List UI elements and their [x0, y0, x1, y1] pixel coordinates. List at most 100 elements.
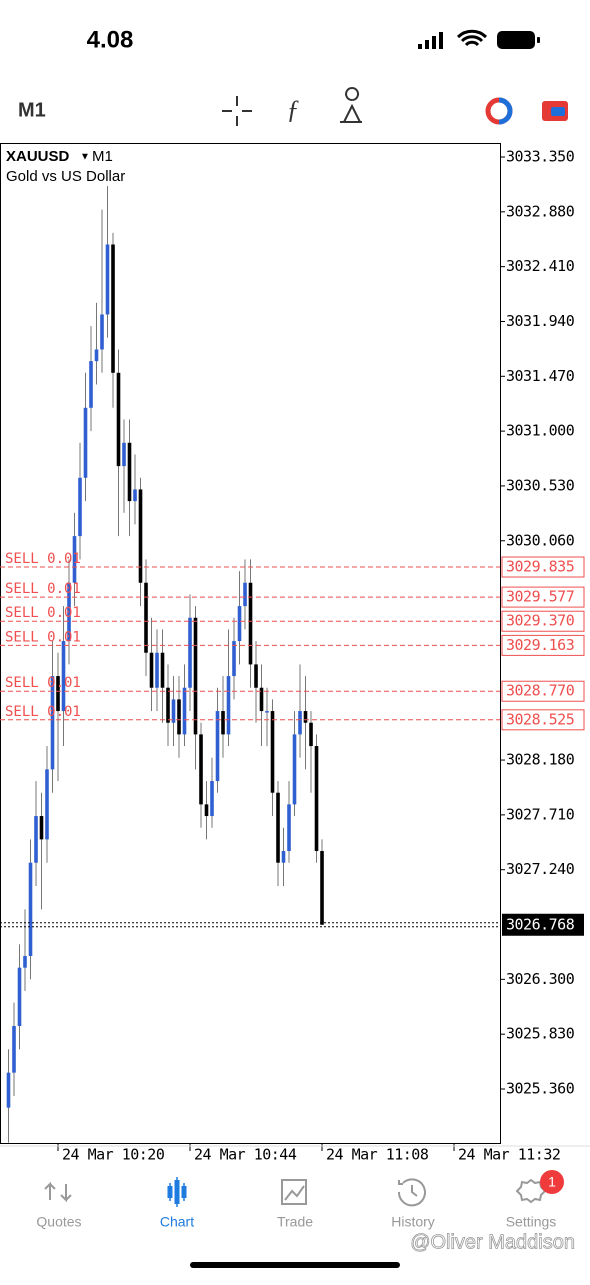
y-tick-label: 3026.300 — [506, 970, 575, 988]
order-label: SELL 0.01 — [5, 704, 81, 720]
symbol[interactable]: XAUUSD — [6, 148, 70, 165]
order-price-box — [501, 680, 585, 702]
candle-body — [111, 244, 115, 373]
candle-body — [199, 734, 203, 805]
timeframe[interactable]: M1 — [18, 99, 46, 121]
y-tick-label: 3027.240 — [506, 860, 575, 878]
candle-body — [116, 372, 121, 467]
toolbar-icons[interactable]: ƒ — [222, 87, 568, 126]
y-tick-label: 3027.710 — [506, 805, 575, 823]
candle-body — [72, 536, 77, 583]
candle-body — [248, 582, 253, 665]
candle-body — [23, 956, 27, 968]
candle-body — [243, 582, 247, 607]
current-price-box — [502, 913, 584, 936]
candle-body — [122, 442, 126, 467]
candle-body — [204, 804, 209, 817]
plot — [0, 156, 505, 1151]
candle-body — [221, 711, 225, 735]
candle-body — [105, 244, 110, 315]
candle-body — [265, 711, 269, 713]
x-tick-label: 24 Mar 10:44 — [194, 1146, 297, 1164]
candle-body — [149, 652, 154, 688]
candle-body — [259, 687, 264, 712]
chart-frame — [0, 143, 501, 1144]
candle-body — [287, 804, 291, 852]
nav-badge-count: 1 — [548, 1174, 556, 1190]
candle-body — [34, 816, 38, 863]
nav-badge — [540, 1170, 564, 1194]
candle-body — [144, 582, 148, 653]
order-label: SELL 0.01 — [5, 551, 81, 567]
candle-body — [232, 641, 236, 677]
order-price: 3029.835 — [506, 558, 574, 576]
candle-body — [254, 664, 258, 688]
nav-label[interactable]: Chart — [160, 1214, 194, 1230]
candle-body — [45, 769, 49, 840]
candle-body — [281, 851, 286, 863]
candle-body — [155, 652, 159, 688]
order-price: 3029.163 — [506, 636, 574, 654]
svg-text:ƒ: ƒ — [287, 95, 300, 124]
candle-body — [12, 1026, 16, 1073]
candle-body — [6, 1072, 11, 1108]
candle-body — [188, 617, 192, 688]
nav-label[interactable]: History — [391, 1214, 435, 1230]
candle-body — [133, 489, 137, 502]
candle-body — [94, 349, 99, 362]
order-label: SELL 0.01 — [5, 581, 81, 597]
y-tick-label: 3031.940 — [506, 312, 575, 330]
candle-body — [127, 442, 132, 502]
nav-icon — [397, 1178, 426, 1207]
candle-body — [210, 781, 214, 817]
symbol-description: Gold vs US Dollar — [6, 168, 125, 185]
candle-body — [182, 687, 187, 735]
candle-body — [215, 711, 220, 782]
chart-timeframe: M1 — [92, 148, 113, 165]
x-tick-label: 24 Mar 11:32 — [458, 1146, 560, 1164]
order-price-box — [501, 586, 585, 608]
status-icons — [418, 29, 540, 49]
candle-body — [320, 851, 324, 925]
y-tick-label: 3030.060 — [506, 531, 575, 549]
x-tick-label: 24 Mar 10:20 — [62, 1146, 165, 1164]
order-label: SELL 0.01 — [5, 605, 81, 621]
nav-icon — [181, 1186, 187, 1198]
candle-body — [78, 477, 82, 537]
bottom-nav: Quotes Chart Trade History Settings 1 — [36, 1170, 564, 1230]
candle-body — [89, 361, 93, 408]
y-tick-label: 3025.830 — [506, 1025, 575, 1043]
candle-body — [314, 746, 319, 852]
nav-label[interactable]: Quotes — [36, 1214, 81, 1230]
order-price: 3028.525 — [506, 710, 574, 728]
y-tick-label: 3025.360 — [506, 1079, 575, 1097]
candle-body — [171, 699, 176, 723]
candle-body — [166, 687, 170, 723]
candle-body — [276, 792, 280, 863]
candle-body — [39, 816, 44, 840]
candle-body — [298, 711, 302, 735]
nav-label[interactable]: Settings — [506, 1214, 557, 1230]
order-price: 3029.577 — [506, 588, 574, 606]
nav-icon — [167, 1186, 173, 1198]
candle-body — [67, 582, 71, 642]
y-tick-label: 3032.880 — [506, 202, 575, 220]
y-tick-label: 3028.180 — [506, 751, 575, 769]
y-tick-label: 3031.000 — [506, 422, 575, 440]
nav-label[interactable]: Trade — [277, 1214, 313, 1230]
candle-body — [28, 862, 33, 957]
order-label: SELL 0.01 — [5, 675, 81, 691]
candle-body — [100, 314, 104, 350]
order-price: 3028.770 — [506, 682, 575, 700]
y-tick-label: 3031.470 — [506, 367, 575, 385]
candle-body — [61, 641, 66, 712]
order-label: SELL 0.01 — [5, 629, 81, 645]
nav-icon — [44, 1181, 72, 1203]
order-price: 3029.370 — [506, 612, 575, 630]
candle-body — [160, 652, 165, 688]
y-tick-label: 3030.530 — [506, 476, 575, 494]
candle-body — [270, 711, 275, 793]
y-tick-label: 3033.350 — [506, 147, 575, 165]
